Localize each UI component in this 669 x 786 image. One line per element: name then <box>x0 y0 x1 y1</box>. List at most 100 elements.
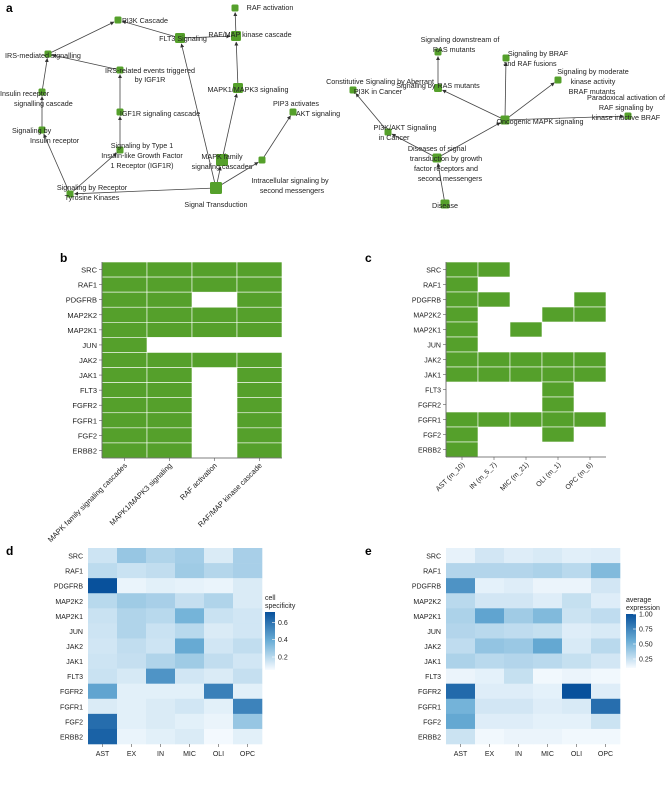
row-label: JAK1 <box>424 659 441 666</box>
heatmap-cell <box>101 367 148 383</box>
network-edge <box>436 122 501 159</box>
heatmap-cell <box>504 638 534 654</box>
heatmap-cell <box>533 713 563 730</box>
row-label: FLT3 <box>425 388 441 395</box>
network-node-label-line: Signaling by Receptor <box>57 183 128 192</box>
network-node <box>434 48 442 56</box>
network-node-label-line: RAF activation <box>247 3 294 12</box>
network-node-label-line: PI3K Cascade <box>122 16 168 25</box>
network-node <box>38 126 46 134</box>
network-edge <box>69 152 117 195</box>
network-node-label: RAF activation <box>247 3 294 12</box>
heatmap-cell <box>533 653 563 669</box>
heatmap-cell <box>475 563 505 579</box>
row-label: MAP2K2 <box>413 599 441 606</box>
heatmap-cell <box>475 668 505 684</box>
heatmap-cell <box>446 668 476 684</box>
heatmap-cell <box>146 638 176 654</box>
heatmap-cell <box>533 638 563 654</box>
heatmap-cell <box>445 366 479 383</box>
network-node-label: Signaling by RAS mutants <box>396 81 480 90</box>
network-node-label-line: Signaling downstream of <box>421 35 500 44</box>
panel-label-b: b <box>60 251 67 265</box>
network-edge <box>215 161 259 189</box>
heatmap-cell <box>233 698 263 715</box>
network-edge <box>47 21 115 55</box>
network-node-label-line: signaling cascades <box>192 162 253 171</box>
heatmap-cell <box>541 351 575 368</box>
row-label: FLT3 <box>80 386 97 395</box>
heatmap-cell <box>504 608 534 624</box>
col-label: MIC <box>541 751 554 758</box>
heatmap-cell <box>533 563 563 579</box>
row-label: ERBB2 <box>60 734 83 741</box>
row-label: ERBB2 <box>418 448 441 455</box>
panel-c-module-membership: SRC RAF1 PDGFRB MAP2K2 MAP2K1 JUN JAK2 JAK1 FLT3… <box>412 261 607 493</box>
network-node-label-line: IGF1R signaling cascade <box>120 109 200 118</box>
network-node-label: Signaling by Type 1 Insulin-like Growth F… <box>101 141 183 170</box>
network-node-label: PIP3 activates AKT signaling <box>273 99 340 118</box>
network-node-label-line: Disease <box>432 201 458 210</box>
heatmap-cell <box>175 698 205 715</box>
heatmap-cell <box>146 442 193 459</box>
heatmap-cell <box>117 608 147 624</box>
row-label: ERBB2 <box>418 734 441 741</box>
legend-tick-label: 0.50 <box>639 642 653 649</box>
heatmap-cell <box>101 276 148 293</box>
row-label: JAK2 <box>66 644 83 651</box>
heatmap-cell <box>146 412 193 429</box>
heatmap-cell <box>88 668 118 684</box>
heatmap-cell <box>533 698 563 715</box>
heatmap-cell <box>591 593 621 609</box>
heatmap-cell <box>477 261 511 278</box>
legend-colorbar <box>626 614 636 668</box>
heatmap-cell <box>146 698 176 715</box>
heatmap-cell <box>236 412 283 429</box>
heatmap-cell <box>562 698 592 715</box>
heatmap-cell <box>533 548 563 564</box>
network-node-label-line: MAPK family <box>201 152 243 161</box>
heatmap-cell <box>445 261 479 278</box>
heatmap-cell <box>445 441 479 458</box>
network-edge <box>41 58 49 93</box>
heatmap-cell <box>573 291 607 308</box>
heatmap-cell <box>562 728 592 745</box>
heatmap-cell <box>562 623 592 639</box>
heatmap-cell <box>117 668 147 684</box>
heatmap-cell <box>446 713 476 730</box>
heatmap-cell <box>504 683 534 700</box>
col-label: OPC (m_6) <box>564 461 594 491</box>
heatmap-cell <box>591 563 621 579</box>
col-label: EX <box>127 751 137 758</box>
network-node-label: IRS-mediated signalling <box>5 51 81 60</box>
heatmap-cell <box>117 653 147 669</box>
network-edges <box>40 12 624 205</box>
heatmap-cell <box>117 578 147 594</box>
network-node-label-line: Diseases of signal <box>408 144 467 153</box>
heatmap-cell <box>175 608 205 624</box>
row-label: JUN <box>427 343 441 350</box>
row-label: FGFR2 <box>418 689 441 696</box>
network-edge <box>221 93 238 161</box>
row-label: RAF1 <box>423 569 441 576</box>
heatmap-cell <box>233 623 263 639</box>
heatmap-cell <box>233 668 263 684</box>
heatmap-cell <box>175 653 205 669</box>
row-label: MAP2K1 <box>67 326 97 335</box>
heatmap-cell <box>591 653 621 669</box>
heatmap-cell <box>204 638 234 654</box>
heatmap-cell <box>233 683 263 700</box>
row-label: JAK1 <box>79 371 97 380</box>
col-label: OLI (m_1) <box>535 461 562 488</box>
col-label: RAF activation <box>178 461 219 502</box>
row-label: FGFR2 <box>72 401 97 410</box>
heatmap-cell <box>475 653 505 669</box>
heatmap-cell <box>573 351 607 368</box>
row-label: SRC <box>426 268 441 275</box>
network-node-label-line: and RAF fusions <box>503 59 557 68</box>
heatmap-cell <box>475 608 505 624</box>
heatmap-cell <box>88 728 118 745</box>
network-node <box>210 182 222 194</box>
heatmap-cell <box>509 366 543 383</box>
heatmap-cell <box>204 623 234 639</box>
